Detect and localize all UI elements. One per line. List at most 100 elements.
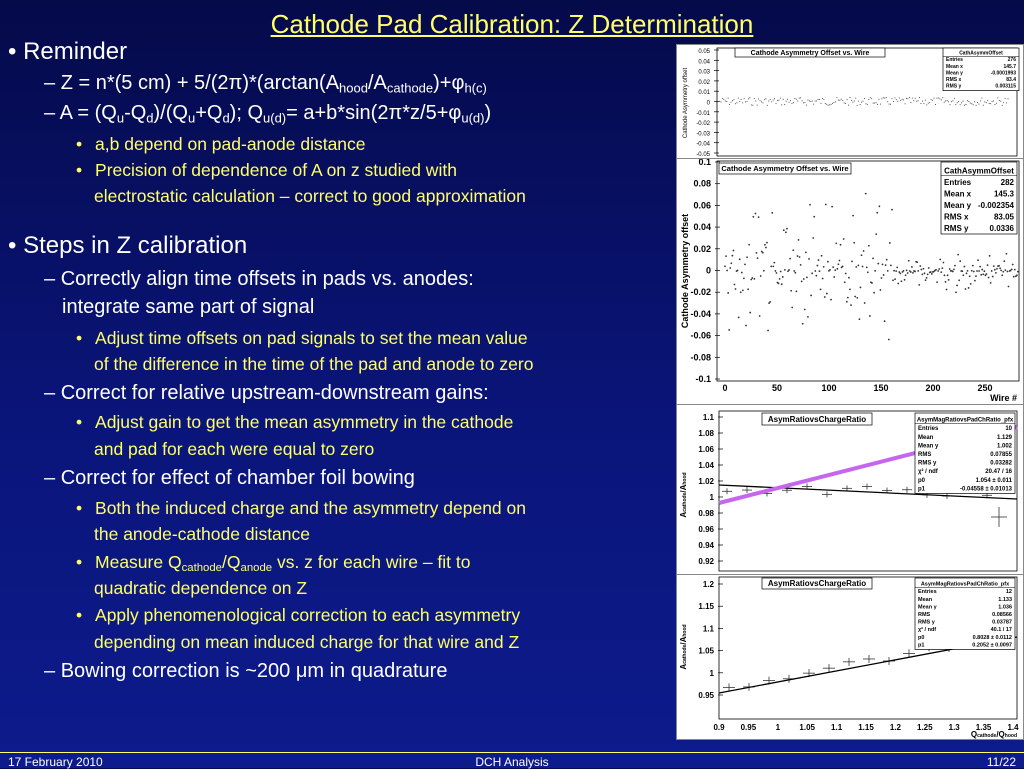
plot2-point	[882, 274, 885, 276]
stats-value: 1.133	[998, 597, 1012, 603]
z-eq-pi: π	[228, 72, 243, 94]
stats-label: Mean y	[918, 443, 939, 449]
plot1-point	[729, 104, 731, 105]
plot2-point	[833, 276, 836, 278]
stats-value: 12	[1006, 589, 1012, 595]
plot1-point	[875, 102, 877, 104]
plot1-point	[808, 100, 810, 102]
plot2-point	[797, 239, 800, 241]
stats-box	[940, 161, 1018, 235]
plot2-point	[993, 268, 996, 271]
measure-text-cont: quadratic dependence on Z	[94, 578, 308, 598]
stats-value: 83.05	[994, 213, 1015, 222]
plot2-point	[901, 271, 904, 273]
plot1-point	[810, 100, 812, 102]
stats-label: RMS y	[946, 84, 962, 90]
plot2-point	[767, 329, 769, 332]
plot1-point	[845, 102, 847, 104]
adjust-time-text: Adjust time offsets on pad signals to se…	[95, 328, 528, 348]
plot2-point	[959, 260, 962, 263]
dash-glyph: –	[44, 72, 56, 94]
plot2-point	[898, 271, 901, 273]
plot1-point	[792, 102, 794, 104]
plot2-point	[896, 266, 899, 269]
plot2-point	[824, 203, 827, 206]
plot2-point	[813, 215, 816, 218]
plot2-point	[782, 229, 785, 232]
stats-label: Entries	[946, 57, 963, 63]
plot1-point	[813, 103, 815, 105]
plot1-point	[771, 101, 773, 103]
bowing-correction-item: – Bowing correction is ~200 μm in quadra…	[44, 660, 447, 683]
plot3-ytick: 1	[710, 493, 715, 502]
plot2-point	[799, 264, 802, 266]
z-eq-text: Z = n*(5 cm) + 5/(2	[60, 72, 229, 94]
plot1-point	[897, 100, 899, 102]
plot1-point	[878, 98, 880, 100]
plot1-point	[926, 104, 928, 106]
a-eq-pi: π	[388, 102, 403, 124]
plot1-point	[930, 99, 932, 101]
plot2-point	[851, 260, 853, 263]
plot2-point	[837, 263, 840, 266]
plot1-point	[933, 97, 935, 99]
plot2-point	[953, 268, 955, 271]
plot2-point	[848, 276, 850, 279]
plot2-point	[785, 231, 787, 234]
precision-text: Precision of dependence of A on z studie…	[95, 160, 457, 180]
plot1-point	[965, 104, 967, 105]
plot-asym-ratio-charge-bottom-svg: Acathode/Ahood Qcathode/Qhood 1.2 1.15 1.1…	[679, 576, 1019, 739]
plot1-point	[811, 100, 813, 102]
adjust-time-text-cont: of the difference in the time of the pad…	[94, 354, 534, 374]
plot2-point	[788, 269, 790, 271]
stats-value: 1.036	[998, 604, 1012, 610]
plot1-point	[891, 98, 893, 100]
plot1-point	[755, 100, 757, 102]
plot1-point	[919, 97, 920, 98]
a-eq-sub: u(d)	[263, 110, 287, 126]
plot2-point	[845, 300, 848, 303]
slide-title: Cathode Pad Calibration: Z Determination	[270, 9, 754, 39]
plot2-point	[917, 270, 920, 272]
plot2-point	[924, 279, 927, 282]
plot1-point	[911, 97, 913, 99]
plot2-point	[779, 270, 782, 273]
plot2-point	[880, 277, 883, 279]
plot1-point	[858, 100, 860, 102]
plot2-point	[808, 258, 810, 260]
plot2-point	[842, 238, 845, 240]
plot2-point	[972, 270, 975, 273]
plot2-point	[981, 268, 984, 271]
plot2-point	[762, 269, 765, 272]
plot2-point	[980, 273, 983, 276]
plot1-point	[835, 101, 836, 103]
plot1-ytick: -0.02	[696, 121, 710, 127]
plot2-point	[789, 257, 791, 260]
plot2-point	[989, 281, 992, 284]
plot2-point	[781, 276, 784, 278]
stats-title: AsymMagRatiovsPadChRatio_pfx	[917, 418, 1014, 424]
plot1-point	[774, 98, 775, 100]
plot2-point	[941, 267, 944, 270]
bowing-corr-text: m in quadrature	[307, 660, 448, 682]
a-eq-sub: u(d)	[461, 110, 485, 126]
plot2-point	[1001, 274, 1004, 277]
adjust-time-item: • Adjust time offsets on pad signals to …	[76, 328, 528, 349]
plot2-point	[923, 272, 926, 275]
plot2-xlabel: Wire #	[990, 393, 1017, 403]
plot2-point	[772, 265, 775, 268]
plot2-point	[982, 273, 985, 276]
plot1-point	[740, 98, 742, 100]
plot2-point	[983, 270, 986, 273]
plot1-point	[959, 104, 961, 106]
plot2-point	[891, 208, 893, 211]
plot1-point	[791, 103, 793, 104]
plot2-point	[866, 271, 869, 274]
plot3-ytick: 0.98	[698, 509, 714, 518]
plot1-point	[865, 103, 867, 105]
plot2-point	[787, 270, 789, 273]
precision-text-cont: electrostatic calculation – correct to g…	[94, 186, 526, 206]
plot2-point	[999, 267, 1001, 270]
plot1-point	[946, 100, 948, 101]
plot1-point	[861, 101, 862, 103]
